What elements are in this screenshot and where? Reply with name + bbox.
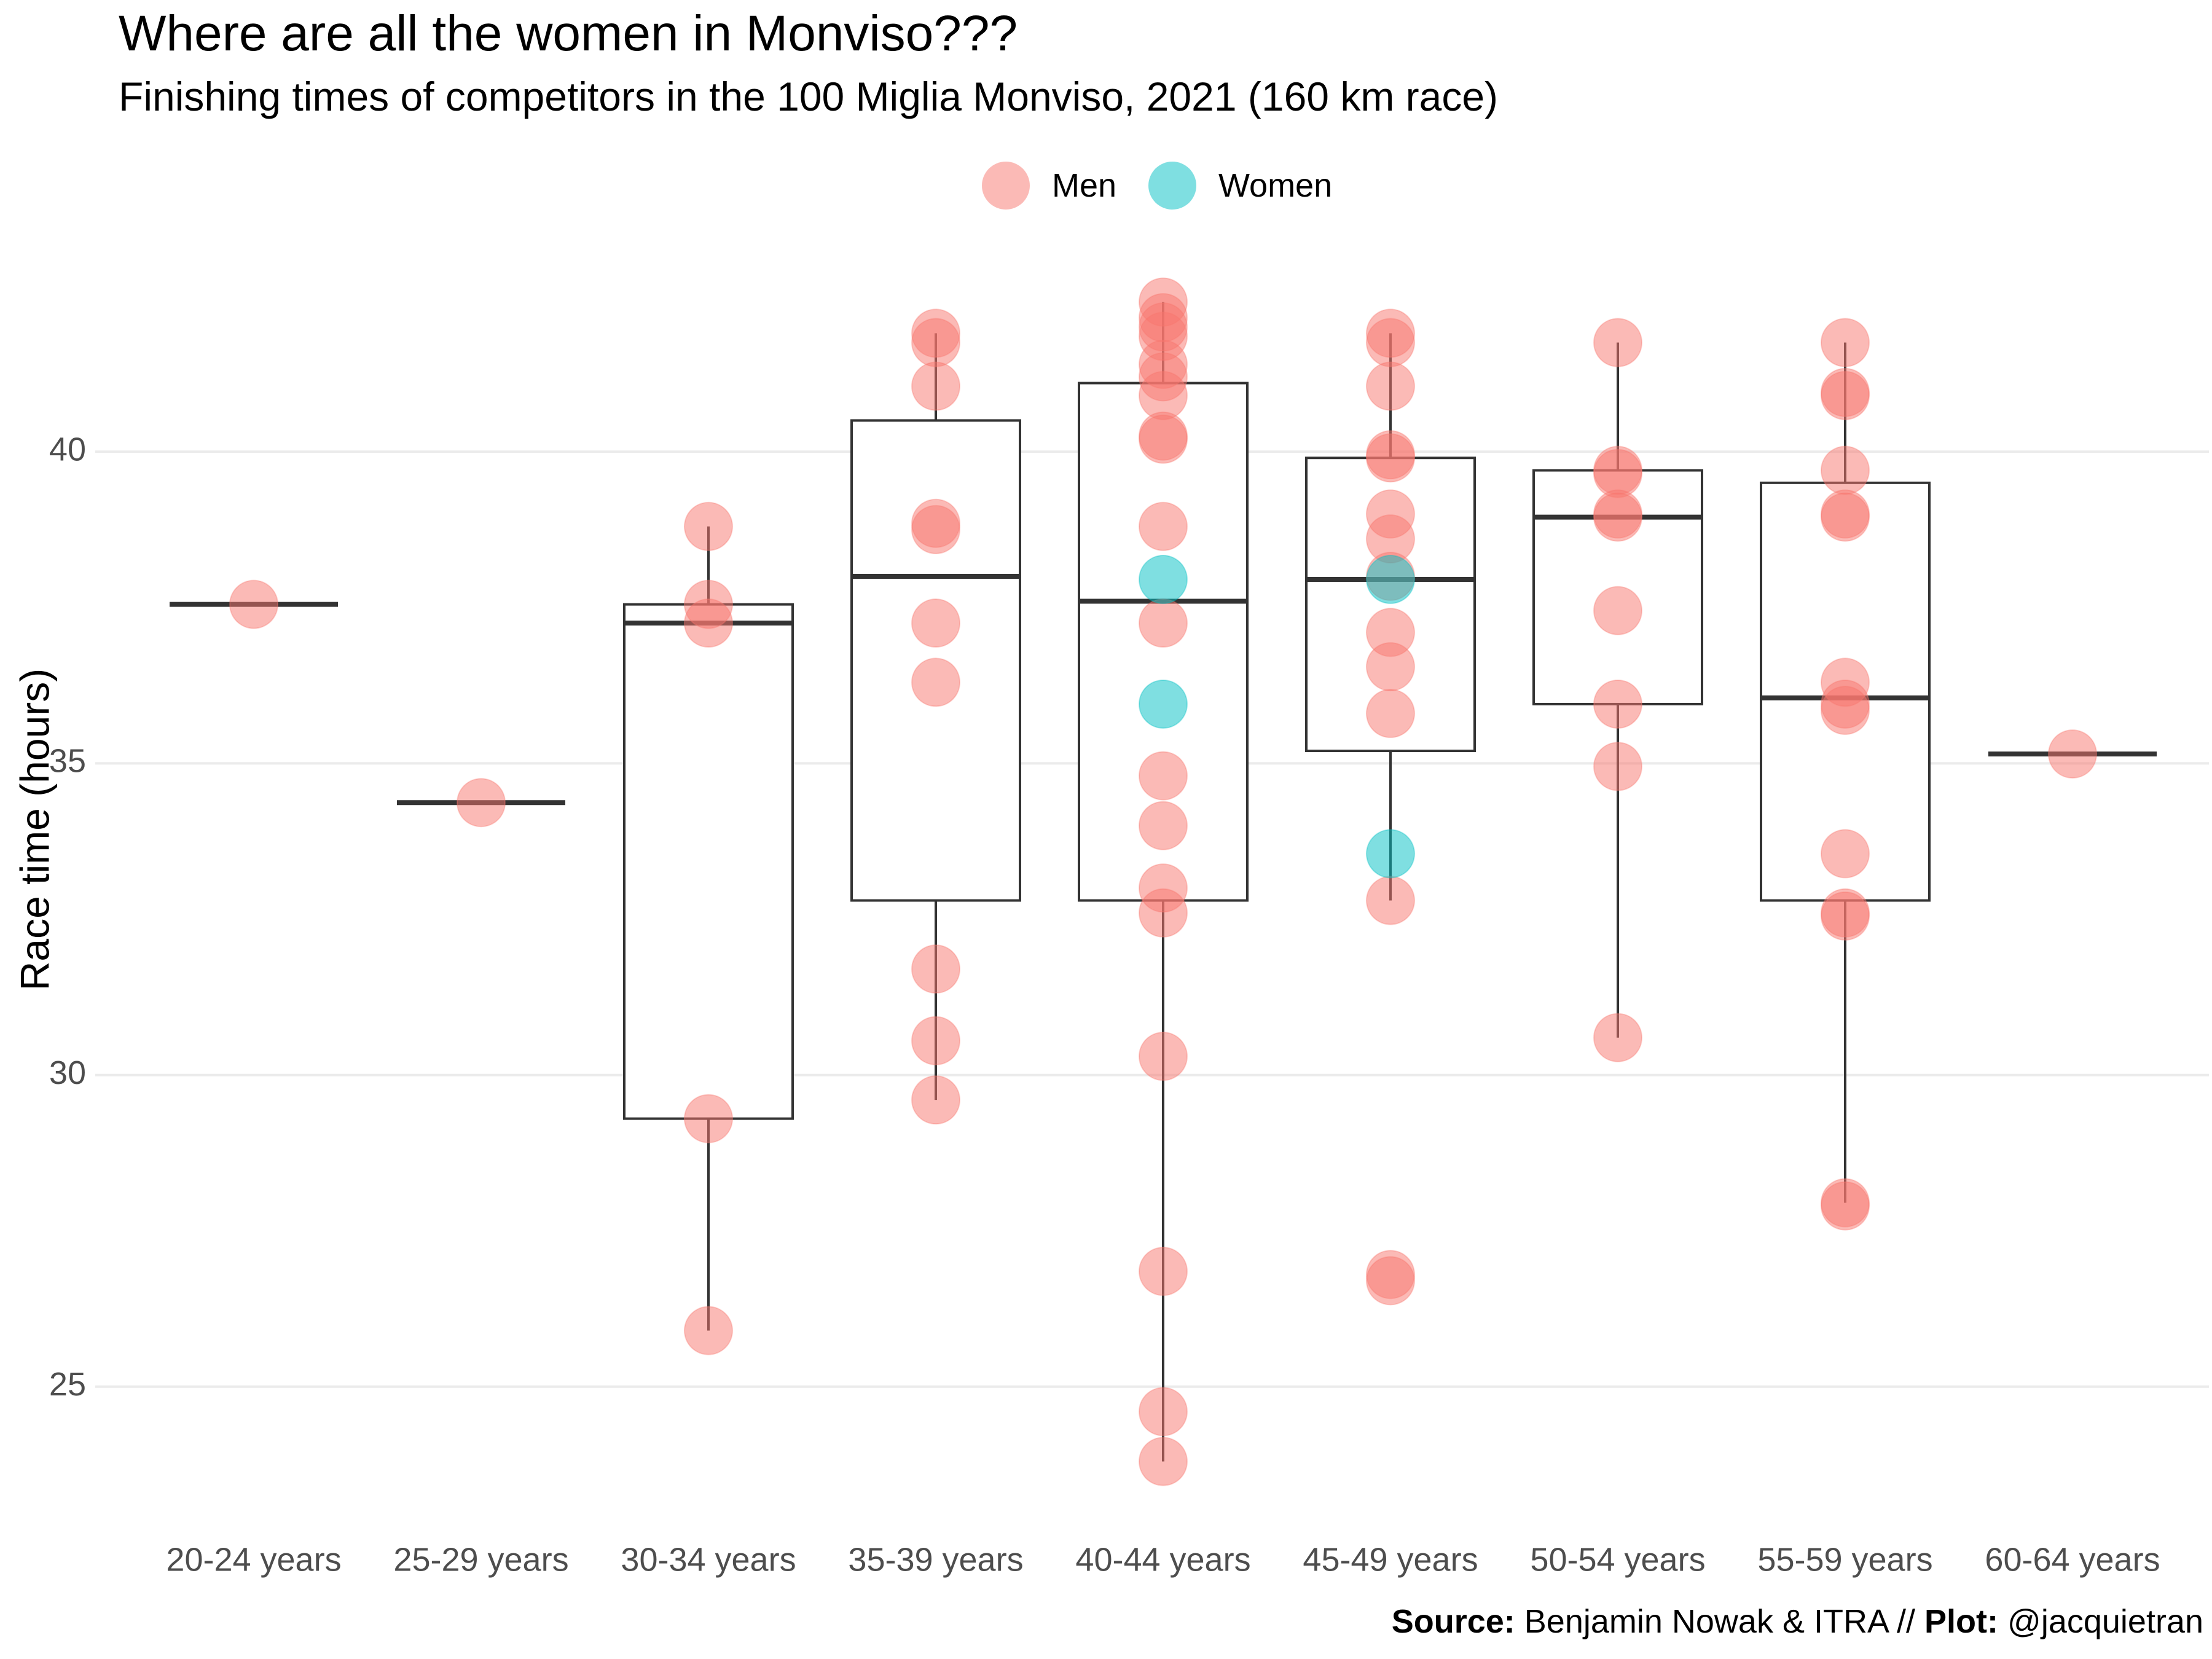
y-tick-label: 35 xyxy=(49,743,86,780)
y-tick-label: 30 xyxy=(49,1054,86,1091)
point-men xyxy=(911,504,960,554)
point-men xyxy=(911,944,960,994)
point-men xyxy=(1366,361,1415,411)
point-men xyxy=(1366,642,1415,692)
point-men xyxy=(1593,318,1642,367)
box xyxy=(623,603,794,1120)
legend-label-men: Men xyxy=(1052,167,1117,204)
point-women xyxy=(1366,829,1415,879)
point-men xyxy=(1139,751,1188,801)
caption-plot-text: @jacquietran xyxy=(1998,1603,2203,1640)
x-tick-label: 50-54 years xyxy=(1530,1541,1705,1578)
caption: Source: Benjamin Nowak & ITRA // Plot: @… xyxy=(1392,1602,2203,1641)
x-tick-label: 40-44 years xyxy=(1075,1541,1250,1578)
y-tick-label: 40 xyxy=(49,431,86,468)
point-men xyxy=(229,579,278,629)
point-men xyxy=(457,778,506,828)
point-men xyxy=(684,501,733,551)
point-men xyxy=(1821,445,1870,495)
legend: Men Women xyxy=(982,155,1364,216)
legend-marker-women xyxy=(1148,162,1197,210)
point-men xyxy=(1821,686,1870,735)
point-men xyxy=(1366,318,1415,367)
point-men xyxy=(1139,1387,1188,1437)
point-men xyxy=(1821,829,1870,879)
point-men xyxy=(1139,414,1188,464)
x-tick-label: 60-64 years xyxy=(1985,1541,2160,1578)
legend-item-women: Women xyxy=(1148,162,1332,210)
x-tick-label: 30-34 years xyxy=(621,1541,796,1578)
point-men xyxy=(1366,689,1415,739)
point-men xyxy=(1593,1013,1642,1062)
axes: 25 30 35 40 20-24 years 25-29 years 30-34 year… xyxy=(49,431,2160,1578)
legend-label-women: Women xyxy=(1218,167,1333,204)
point-men xyxy=(1139,1247,1188,1296)
point-men xyxy=(1139,1437,1188,1486)
point-men xyxy=(1366,1256,1415,1306)
point-men xyxy=(1821,318,1870,367)
point-men xyxy=(911,1075,960,1125)
point-men xyxy=(1821,891,1870,941)
x-tick-label: 45-49 years xyxy=(1303,1541,1478,1578)
x-tick-label: 25-29 years xyxy=(393,1541,568,1578)
point-men xyxy=(1139,501,1188,551)
point-men xyxy=(1821,1181,1870,1231)
point-men xyxy=(911,361,960,411)
point-men xyxy=(2048,729,2097,779)
point-women xyxy=(1139,555,1188,605)
x-tick-label: 55-59 years xyxy=(1757,1541,1932,1578)
point-men xyxy=(1139,888,1188,938)
caption-plot-label: Plot: xyxy=(1924,1603,1998,1640)
chart-title: Where are all the women in Monviso??? xyxy=(119,6,1018,61)
point-women xyxy=(1139,679,1188,729)
caption-source-label: Source: xyxy=(1391,1603,1515,1640)
x-tick-label: 20-24 years xyxy=(166,1541,341,1578)
data-points xyxy=(229,277,2097,1486)
point-men xyxy=(1593,742,1642,791)
caption-source-text: Benjamin Nowak & ITRA // xyxy=(1515,1603,1925,1640)
point-men xyxy=(911,657,960,707)
point-men xyxy=(911,1016,960,1065)
point-men xyxy=(1139,598,1188,648)
point-men xyxy=(1821,371,1870,420)
point-men xyxy=(1139,801,1188,850)
point-men xyxy=(1366,433,1415,483)
chart-subtitle: Finishing times of competitors in the 10… xyxy=(119,74,1498,119)
point-men xyxy=(684,1094,733,1143)
point-men xyxy=(684,598,733,648)
y-tick-label: 25 xyxy=(49,1366,86,1403)
point-men xyxy=(1593,492,1642,542)
point-men xyxy=(1366,876,1415,925)
point-men xyxy=(684,1306,733,1355)
legend-marker-men xyxy=(982,162,1030,210)
point-men xyxy=(911,318,960,367)
point-men xyxy=(911,598,960,648)
point-women xyxy=(1366,555,1415,605)
x-tick-label: 35-39 years xyxy=(848,1541,1023,1578)
legend-item-men: Men xyxy=(982,162,1116,210)
y-axis-title: Race time (hours) xyxy=(12,669,57,991)
point-men xyxy=(1593,586,1642,635)
point-men xyxy=(1821,492,1870,542)
point-men xyxy=(1593,679,1642,729)
point-men xyxy=(1139,1032,1188,1081)
